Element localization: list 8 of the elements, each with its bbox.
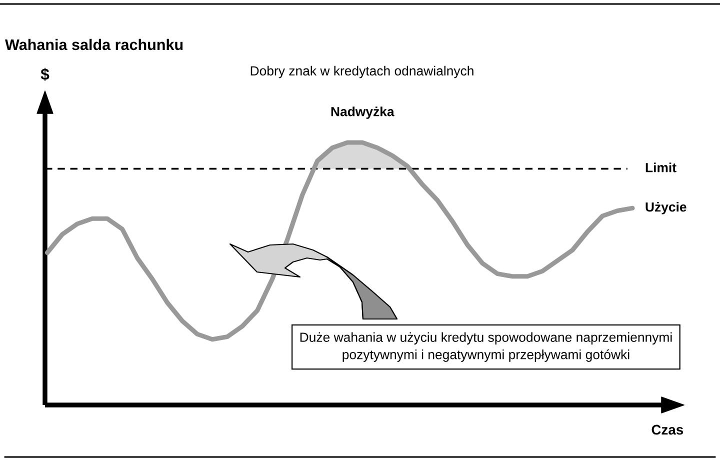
annotation: Duże wahania w użyciu kredytu spowodowane naprzemiennymi pozytywnymi i negatywnymi przepływami gotówki [300,332,672,362]
chart-subtitle: Dobry znak w kredytach odnawialnych [250,66,474,78]
ref-line-label: Limit [646,162,676,172]
chart-title: Wahania salda rachunku [5,38,183,50]
text: Nadwyżka [331,106,394,119]
series-label: Użycie [646,202,686,214]
y-axis-title: $ [40,68,50,81]
x-axis-title: Czas [652,424,684,435]
